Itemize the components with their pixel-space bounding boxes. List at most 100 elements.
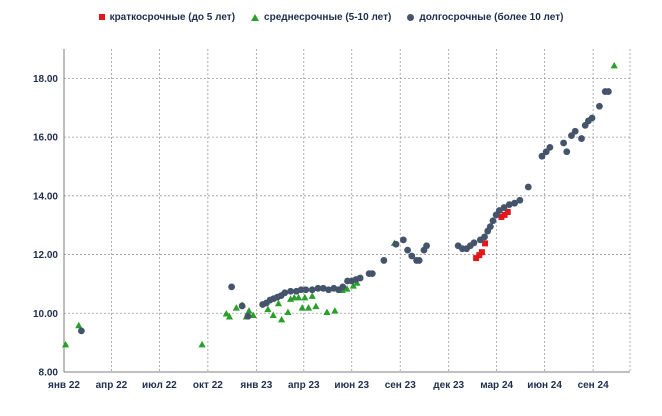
legend-swatch-long <box>407 13 415 21</box>
point-medium <box>232 304 240 311</box>
point-long <box>287 287 295 295</box>
point-long <box>516 196 524 204</box>
point-long <box>415 257 423 264</box>
data-points <box>61 61 618 348</box>
point-short <box>504 208 511 215</box>
point-long <box>604 88 612 95</box>
point-medium <box>75 321 83 329</box>
point-medium <box>331 307 339 314</box>
point-long <box>563 148 571 156</box>
x-tick-label: июн 23 <box>334 380 369 391</box>
axes: 8.00 10.00 12.00 14.00 16.00 18.00 янв 22 апр 2… <box>33 49 630 391</box>
point-long <box>392 240 400 248</box>
point-long <box>500 204 508 211</box>
point-long <box>511 199 518 207</box>
point-long <box>505 201 513 209</box>
y-tick-label: 12.00 <box>33 250 58 261</box>
x-tick-label: сен 24 <box>578 380 610 391</box>
legend-label-medium: среднесрочные (5-10 лет) <box>264 11 392 23</box>
point-long <box>524 183 532 191</box>
point-long <box>238 302 246 310</box>
point-long <box>244 312 252 320</box>
point-long <box>77 327 85 335</box>
y-tick-label: 14.00 <box>33 191 58 202</box>
legend-item-medium: среднесрочные (5-10 лет) <box>251 12 391 23</box>
point-medium <box>249 311 257 318</box>
point-short <box>501 211 508 218</box>
y-tick-label: 18.00 <box>33 74 58 85</box>
point-medium <box>264 305 272 313</box>
point-short <box>478 249 485 256</box>
chart-legend: краткосрочные (до 5 лет) среднесрочные (… <box>0 8 662 26</box>
point-medium <box>308 292 316 299</box>
legend-swatch-short <box>98 14 105 20</box>
point-long <box>339 283 347 291</box>
point-long <box>297 286 305 294</box>
x-tick-label: дек 23 <box>433 380 464 391</box>
x-tick-label: янв 22 <box>48 380 80 391</box>
point-long <box>399 236 407 244</box>
y-tick-label: 8.00 <box>39 368 59 379</box>
y-tick-label: 10.00 <box>33 309 58 320</box>
point-long <box>228 283 235 291</box>
point-long <box>302 286 310 294</box>
point-short <box>473 255 480 262</box>
x-tick-label: янв 23 <box>240 380 272 391</box>
point-long <box>588 114 596 122</box>
point-long <box>356 274 364 282</box>
point-medium <box>269 311 277 318</box>
point-long <box>560 139 567 147</box>
x-tick-label: апр 22 <box>96 380 128 391</box>
point-long <box>486 223 494 231</box>
point-medium <box>284 308 292 316</box>
point-long <box>308 286 316 294</box>
legend-item-short: краткосрочные (до 5 лет) <box>98 11 236 23</box>
point-medium <box>343 285 351 292</box>
point-medium <box>323 308 331 316</box>
point-long <box>538 152 546 160</box>
point-long <box>404 246 412 254</box>
point-long <box>596 102 603 110</box>
legend-label-short: краткосрочные (до 5 лет) <box>109 11 236 23</box>
y-tick-label: 16.00 <box>33 133 58 144</box>
point-medium <box>245 307 253 314</box>
point-long <box>368 270 376 278</box>
point-medium <box>610 61 618 69</box>
point-long <box>408 252 416 260</box>
x-tick-label: окт 22 <box>193 380 223 391</box>
point-long <box>481 233 488 241</box>
point-medium <box>225 312 234 320</box>
point-medium <box>278 315 286 323</box>
x-tick-label: мар 24 <box>480 380 513 391</box>
x-tick-label: июл 22 <box>142 380 177 391</box>
x-tick-label: июн 24 <box>527 380 562 391</box>
point-medium <box>312 302 320 310</box>
x-tick-label: апр 23 <box>288 380 320 391</box>
point-long <box>380 257 388 264</box>
point-medium <box>274 299 283 307</box>
x-tick-label: сен 23 <box>385 380 417 391</box>
legend-label-long: долгосрочные (более 10 лет) <box>419 11 564 23</box>
point-long <box>281 289 289 297</box>
point-long <box>571 127 579 135</box>
point-long <box>314 284 322 292</box>
point-long <box>319 284 327 292</box>
point-long <box>489 217 497 225</box>
legend-item-long: долгосрочные (более 10 лет) <box>407 12 563 23</box>
point-medium <box>61 340 70 348</box>
point-medium <box>222 310 230 317</box>
point-short <box>482 240 489 247</box>
point-long <box>325 286 332 294</box>
point-long <box>578 135 585 142</box>
point-long <box>546 143 554 151</box>
point-long <box>470 239 478 247</box>
point-medium <box>298 304 306 311</box>
point-medium <box>301 293 309 301</box>
point-short <box>498 213 505 220</box>
grid <box>63 49 631 373</box>
point-medium <box>198 340 206 348</box>
legend-swatch-medium <box>251 13 260 21</box>
point-medium <box>304 304 313 311</box>
point-medium <box>349 282 357 289</box>
